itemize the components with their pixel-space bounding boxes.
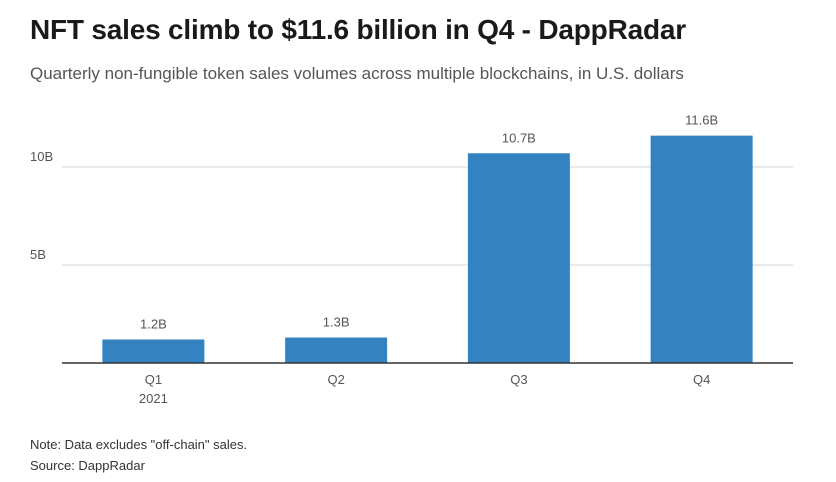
- x-tick-sublabel: 2021: [139, 391, 168, 406]
- bar-value-label: 11.6B: [685, 113, 718, 128]
- x-tick-label: Q4: [693, 372, 710, 387]
- chart-note: Note: Data excludes "off-chain" sales.: [30, 437, 248, 452]
- bar: [102, 339, 205, 363]
- bar: [285, 337, 388, 363]
- bar-value-label: 1.3B: [323, 315, 350, 330]
- bar-value-label: 10.7B: [502, 130, 536, 145]
- x-tick-label: Q2: [327, 372, 344, 387]
- y-tick-label: 10B: [30, 149, 53, 164]
- bar: [650, 135, 753, 363]
- x-tick-label: Q3: [510, 372, 527, 387]
- chart-subtitle: Quarterly non-fungible token sales volum…: [30, 64, 684, 83]
- chart-title: NFT sales climb to $11.6 billion in Q4 -…: [30, 14, 686, 45]
- bar: [467, 153, 570, 363]
- chart-source: Source: DappRadar: [30, 458, 145, 473]
- x-tick-label: Q1: [145, 372, 162, 387]
- y-tick-label: 5B: [30, 247, 46, 262]
- bar-value-label: 1.2B: [140, 316, 167, 331]
